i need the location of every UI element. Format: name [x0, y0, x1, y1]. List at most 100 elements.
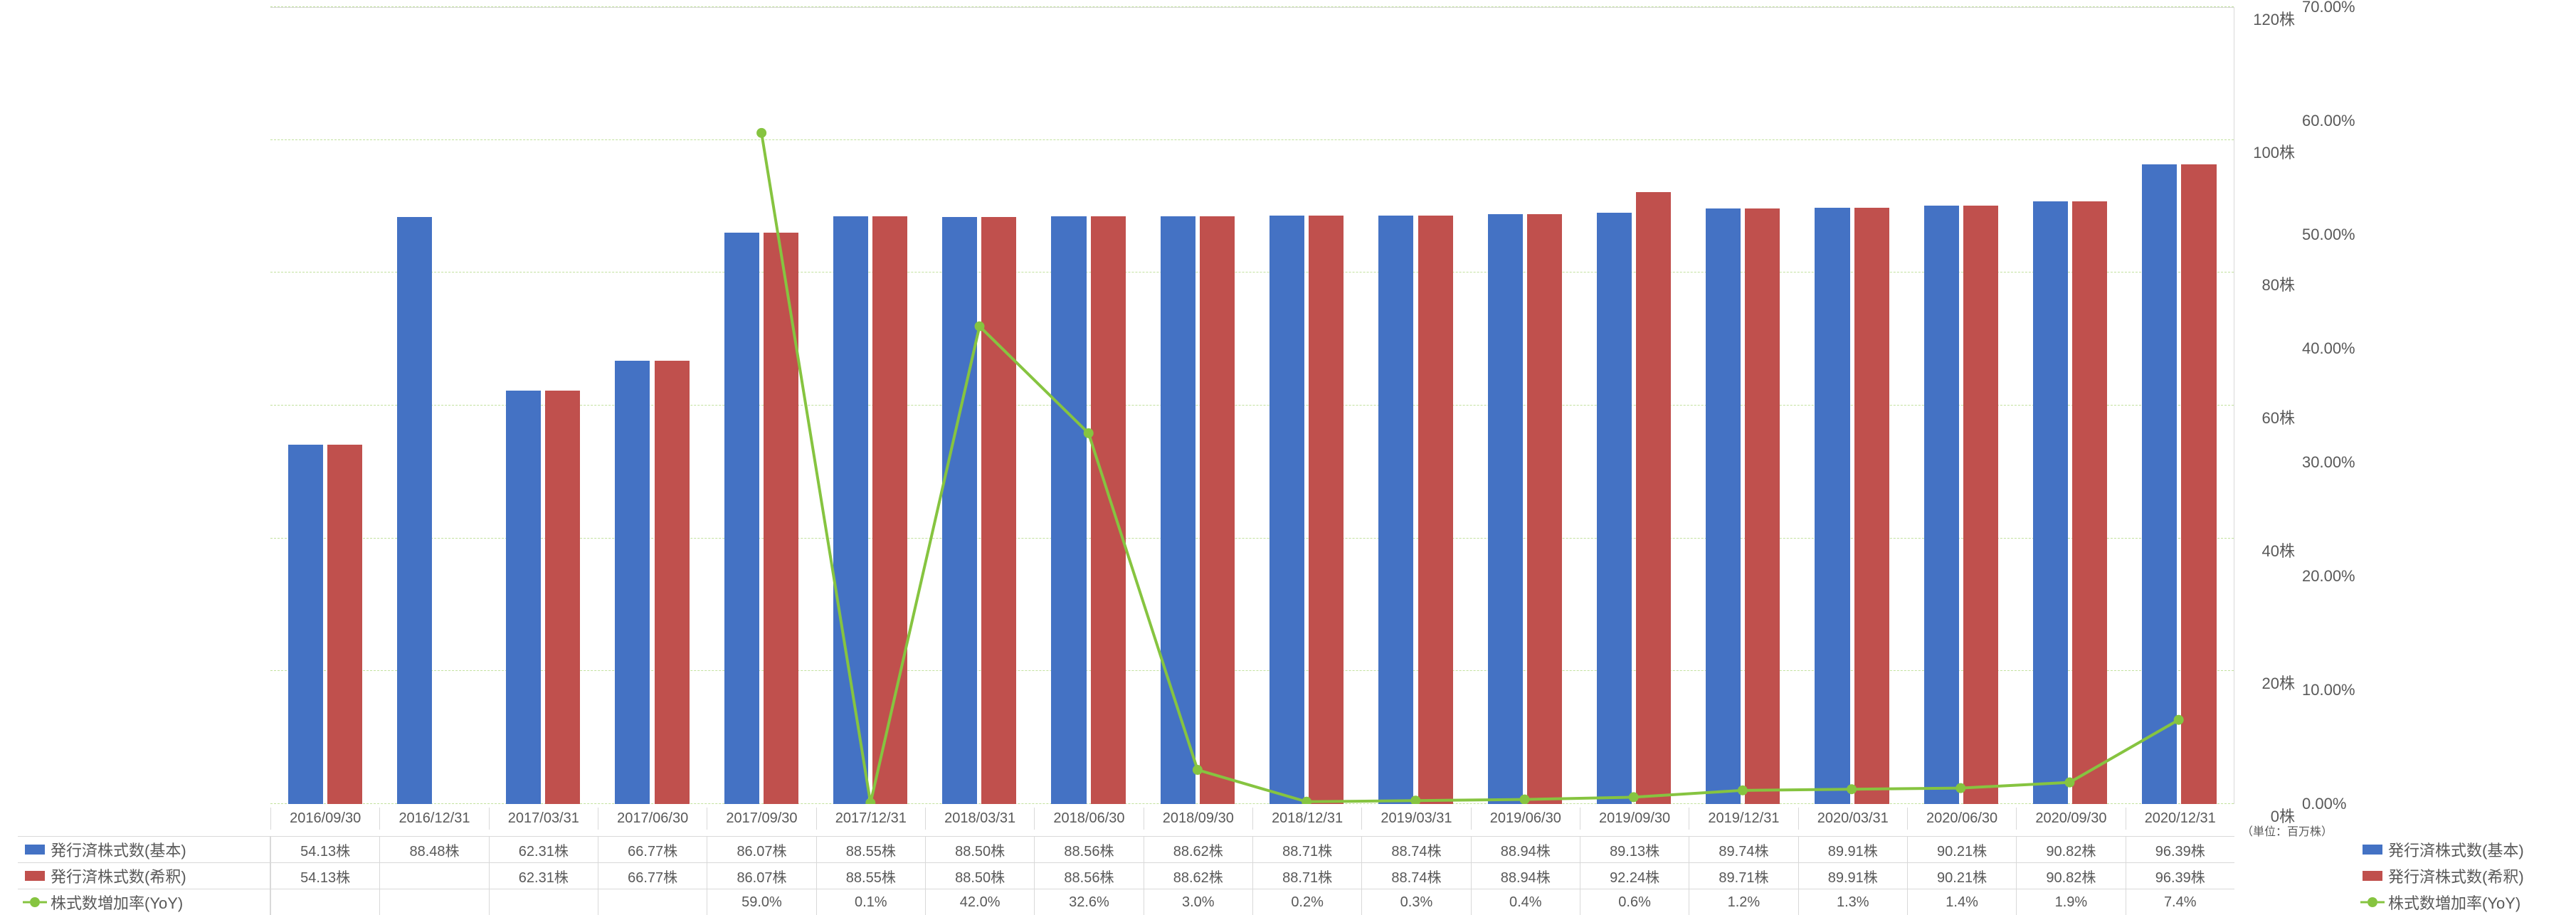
table-cell: [379, 889, 488, 915]
x-axis-label: 2018/06/30: [1034, 808, 1143, 830]
row-header: 発行済株式数(基本): [18, 836, 270, 862]
table-cell: 1.9%: [2016, 889, 2125, 915]
bar-diluted: [1636, 192, 1671, 804]
table-cell: 88.62株: [1144, 836, 1252, 862]
bar-group: [2125, 8, 2234, 804]
bar-basic: [397, 217, 432, 804]
data-table: 発行済株式数(基本)54.13株88.48株62.31株66.77株86.07株…: [18, 836, 2234, 915]
table-cell: 89.91株: [1798, 862, 1907, 889]
x-axis-label: 2018/03/31: [925, 808, 1034, 830]
bar-basic: [1051, 216, 1086, 804]
bar-basic: [1488, 214, 1523, 804]
table-row: 発行済株式数(希釈)54.13株62.31株66.77株86.07株88.55株…: [18, 862, 2234, 889]
table-cell: 88.48株: [379, 836, 488, 862]
table-cell: 88.94株: [1471, 862, 1580, 889]
bar-group: [815, 8, 924, 804]
table-cell: 54.13株: [270, 836, 379, 862]
bar-diluted: [1200, 216, 1235, 804]
table-cell: 66.77株: [598, 836, 707, 862]
bar-basic: [2033, 201, 2068, 804]
legend-item: 発行済株式数(希釈): [2363, 862, 2569, 889]
table-cell: 1.4%: [1907, 889, 2016, 915]
bar-group: [707, 8, 815, 804]
bar-basic: [833, 216, 868, 804]
y-tick-secondary: 50.00%: [2302, 226, 2355, 244]
table-cell: 88.94株: [1471, 836, 1580, 862]
x-axis-label: 2016/12/31: [379, 808, 488, 830]
bar-diluted: [1309, 216, 1344, 804]
x-axis-label: 2019/12/31: [1689, 808, 1798, 830]
bar-basic: [615, 361, 650, 804]
bar-diluted: [655, 361, 690, 804]
table-cell: 88.56株: [1034, 836, 1143, 862]
table-cell: 88.55株: [816, 836, 925, 862]
bar-diluted: [2072, 201, 2107, 804]
bar-diluted: [872, 216, 907, 804]
chart-container: 0株20株40株60株80株100株120株 0.00%10.00%20.00%…: [0, 0, 2576, 915]
y-tick-secondary: 20.00%: [2302, 567, 2355, 586]
table-cell: 54.13株: [270, 862, 379, 889]
table-cell: 90.21株: [1907, 862, 2016, 889]
bar-group: [1906, 8, 2015, 804]
bar-diluted: [981, 217, 1016, 804]
bars-container: [270, 8, 2234, 804]
bar-diluted: [545, 391, 580, 804]
bar-diluted: [2181, 164, 2216, 804]
table-cell: [270, 889, 379, 915]
x-axis-labels: 2016/09/302016/12/312017/03/312017/06/30…: [270, 808, 2234, 830]
bar-group: [1798, 8, 1906, 804]
bar-group: [270, 8, 379, 804]
x-axis-label: 2020/03/31: [1798, 808, 1907, 830]
bar-group: [379, 8, 488, 804]
table-cell: [489, 889, 598, 915]
x-axis-label: 2017/09/30: [707, 808, 815, 830]
legend-right: 発行済株式数(基本)発行済株式数(希釈)株式数増加率(YoY): [2363, 836, 2569, 915]
y-tick-secondary: 10.00%: [2302, 681, 2355, 699]
legend-item: 発行済株式数(基本): [2363, 836, 2569, 862]
table-cell: 96.39株: [2126, 836, 2234, 862]
bar-diluted: [1091, 216, 1126, 804]
table-cell: 86.07株: [707, 862, 815, 889]
bar-basic: [288, 445, 323, 804]
bar-group: [1579, 8, 1688, 804]
bar-group: [1689, 8, 1798, 804]
bar-diluted: [327, 445, 362, 804]
table-cell: 0.2%: [1252, 889, 1361, 915]
table-row: 発行済株式数(基本)54.13株88.48株62.31株66.77株86.07株…: [18, 836, 2234, 862]
bar-basic: [1597, 213, 1632, 804]
table-cell: 88.55株: [816, 862, 925, 889]
bar-diluted: [1418, 216, 1453, 805]
table-cell: 32.6%: [1034, 889, 1143, 915]
row-header: 株式数増加率(YoY): [18, 889, 270, 915]
table-cell: 89.13株: [1580, 836, 1689, 862]
bar-group: [925, 8, 1034, 804]
x-axis-label: 2020/09/30: [2016, 808, 2125, 830]
bar-basic: [1378, 216, 1413, 805]
table-cell: 42.0%: [925, 889, 1034, 915]
bar-basic: [724, 233, 759, 804]
x-axis-label: 2019/09/30: [1580, 808, 1689, 830]
bar-basic: [1161, 216, 1195, 804]
table-row: 株式数増加率(YoY)59.0%0.1%42.0%32.6%3.0%0.2%0.…: [18, 889, 2234, 915]
table-cell: 88.50株: [925, 862, 1034, 889]
bar-basic: [942, 217, 977, 804]
table-cell: 90.21株: [1907, 836, 2016, 862]
bar-group: [1252, 8, 1361, 804]
table-cell: 62.31株: [489, 836, 598, 862]
bar-group: [489, 8, 598, 804]
table-cell: 7.4%: [2126, 889, 2234, 915]
x-axis-label: 2020/12/31: [2126, 808, 2234, 830]
y-tick-secondary: 60.00%: [2302, 112, 2355, 130]
table-cell: 88.56株: [1034, 862, 1143, 889]
y-axis-secondary: 0.00%10.00%20.00%30.00%40.00%50.00%60.00…: [2298, 7, 2355, 804]
y-tick-secondary: 0.00%: [2302, 795, 2346, 813]
bar-group: [598, 8, 707, 804]
bar-basic: [1924, 206, 1959, 804]
bar-basic: [2142, 164, 2177, 804]
table-cell: 88.74株: [1361, 836, 1470, 862]
table-cell: 0.1%: [816, 889, 925, 915]
bar-basic: [1815, 208, 1849, 804]
y-tick-secondary: 40.00%: [2302, 339, 2355, 358]
table-cell: 89.71株: [1689, 862, 1798, 889]
legend-item: 株式数増加率(YoY): [2363, 889, 2569, 915]
